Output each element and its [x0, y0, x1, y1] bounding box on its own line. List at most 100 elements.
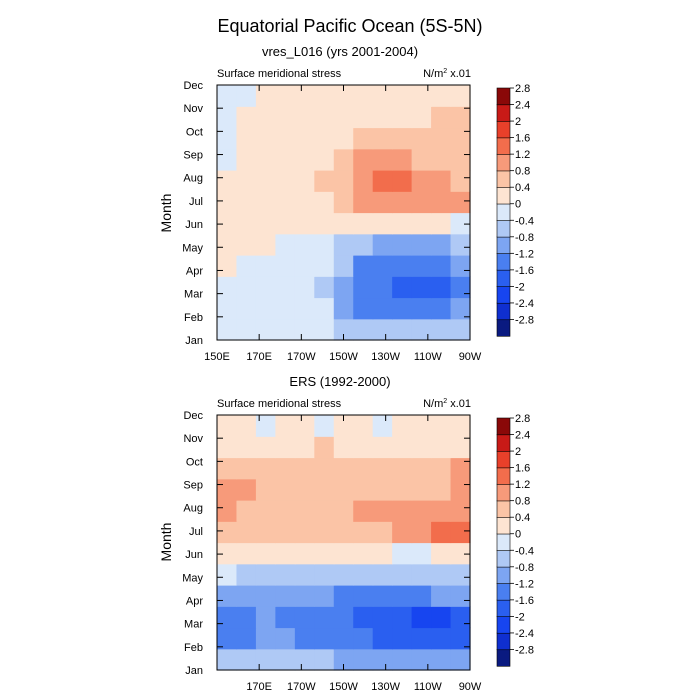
panel-top-heatmap [216, 84, 471, 341]
heatmap-cell [450, 170, 471, 192]
heatmap-cell [392, 276, 413, 299]
heatmap-cell [353, 542, 374, 565]
x-tick-label: 170E [246, 351, 272, 363]
panel-bottom-y-axis-title: Month [158, 523, 174, 562]
heatmap-cell [353, 478, 374, 501]
colorbar-label: -2 [515, 281, 525, 293]
heatmap-cell [236, 585, 257, 607]
heatmap-cell [236, 318, 257, 341]
heatmap-cell [294, 276, 315, 299]
heatmap-cell [372, 606, 393, 629]
heatmap-cell [372, 255, 393, 277]
heatmap-cell [431, 85, 452, 107]
heatmap-cell [353, 521, 374, 544]
colorbar-label: 0.4 [515, 512, 530, 524]
colorbar-swatch [496, 236, 511, 254]
colorbar-swatch [496, 566, 511, 584]
heatmap-cell [314, 478, 335, 501]
heatmap-cell [450, 415, 471, 437]
heatmap-cell [275, 318, 296, 341]
heatmap-cell [431, 648, 452, 671]
heatmap-cell [372, 106, 393, 129]
heatmap-cell [353, 627, 374, 650]
heatmap-cell [314, 233, 335, 256]
panel-top-subtitle: vres_L016 (yrs 2001-2004) [262, 44, 418, 59]
heatmap-cell [314, 106, 335, 129]
heatmap-cell [275, 255, 296, 277]
heatmap-cell [236, 606, 257, 629]
heatmap-cell [255, 585, 276, 607]
heatmap-cell [411, 606, 432, 629]
colorbar-label: 2.4 [515, 430, 530, 442]
heatmap-cell [353, 85, 374, 107]
heatmap-cell [372, 478, 393, 501]
heatmap-cell [372, 500, 393, 522]
heatmap-cell [217, 85, 238, 107]
x-tick-label: 170W [287, 681, 316, 693]
colorbar-swatch [496, 269, 511, 287]
heatmap-cell [294, 148, 315, 171]
heatmap-cell [411, 233, 432, 256]
heatmap-cell [236, 191, 257, 214]
heatmap-cell [294, 106, 315, 129]
heatmap-cell [392, 233, 413, 256]
heatmap-cell [314, 255, 335, 277]
heatmap-cell [411, 648, 432, 671]
heatmap-cell [353, 191, 374, 214]
heatmap-cell [333, 233, 354, 256]
heatmap-cell [255, 563, 276, 586]
colorbar-label: 0.8 [515, 166, 530, 178]
heatmap-cell [333, 457, 354, 480]
heatmap-cell [236, 148, 257, 171]
heatmap-cell [275, 542, 296, 565]
heatmap-cell [255, 212, 276, 235]
heatmap-cell [333, 318, 354, 341]
heatmap-cell [236, 233, 257, 256]
heatmap-cell [294, 297, 315, 320]
heatmap-cell [411, 585, 432, 607]
colorbar-swatch [496, 203, 511, 221]
heatmap-cell [236, 521, 257, 544]
heatmap-cell [333, 170, 354, 192]
heatmap-cell [217, 212, 238, 235]
heatmap-cell [294, 457, 315, 480]
heatmap-cell [294, 563, 315, 586]
heatmap-cell [275, 212, 296, 235]
heatmap-cell [275, 170, 296, 192]
heatmap-cell [275, 233, 296, 256]
heatmap-cell [333, 85, 354, 107]
heatmap-cell [255, 521, 276, 544]
colorbar-label: -0.8 [515, 562, 534, 574]
heatmap-cell [333, 297, 354, 320]
heatmap-cell [255, 415, 276, 437]
heatmap-cell [236, 627, 257, 650]
y-tick-label: Mar [184, 619, 203, 631]
colorbar-swatch [496, 87, 511, 106]
heatmap-cell [275, 627, 296, 650]
x-tick-label: 150W [329, 351, 358, 363]
heatmap-cell [236, 106, 257, 129]
heatmap-cell [255, 318, 276, 341]
heatmap-cell [372, 648, 393, 671]
y-tick-label: Jan [185, 335, 203, 347]
colorbar-label: 2.8 [515, 83, 530, 95]
panel-bottom-y-axis: Jan Feb Mar Apr May Jun Jul Aug Sep Oct Nov Dec [182, 410, 470, 677]
heatmap-cell [333, 255, 354, 277]
colorbar-swatch [496, 516, 511, 535]
heatmap-cell [411, 255, 432, 277]
x-tick-label: 110W [414, 681, 443, 693]
heatmap-cell [314, 542, 335, 565]
colorbar-label: 1.2 [515, 479, 530, 491]
colorbar-swatch [496, 533, 511, 551]
heatmap-cell [450, 297, 471, 320]
colorbar-swatch [496, 104, 511, 122]
heatmap-cell [353, 212, 374, 235]
y-tick-label: May [182, 242, 203, 254]
x-tick-label: 110W [414, 351, 443, 363]
heatmap-cell [236, 457, 257, 480]
heatmap-cell [353, 170, 374, 192]
heatmap-cell [333, 478, 354, 501]
heatmap-cell [450, 436, 471, 459]
heatmap-cell [314, 212, 335, 235]
panel-top: vres_L016 (yrs 2001-2004) Surface meridi… [158, 44, 534, 363]
